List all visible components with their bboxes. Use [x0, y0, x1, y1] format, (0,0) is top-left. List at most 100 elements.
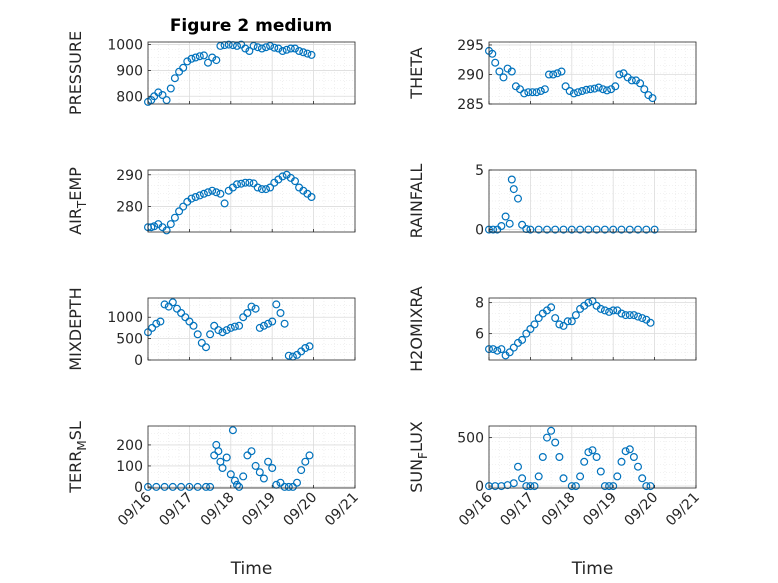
data-point	[507, 67, 516, 76]
data-point	[609, 306, 618, 315]
data-point	[197, 338, 206, 347]
data-point	[493, 346, 502, 355]
data-point	[166, 220, 175, 229]
data-point	[544, 70, 553, 79]
data-point	[216, 41, 225, 50]
data-point	[586, 85, 595, 94]
data-point	[210, 451, 219, 460]
data-point	[305, 342, 314, 351]
data-point	[509, 479, 518, 488]
data-point	[243, 451, 252, 460]
y-tick-label: 500	[457, 431, 484, 447]
data-point	[168, 298, 177, 307]
data-point	[220, 199, 229, 208]
data-point	[526, 482, 535, 491]
data-point	[580, 457, 589, 466]
x-tick-label: 09/18	[198, 490, 238, 530]
data-point	[183, 57, 192, 66]
y-tick-label: 500	[116, 332, 143, 348]
data-point	[224, 40, 233, 49]
data-point	[297, 466, 306, 475]
x-tick-label: 09/19	[239, 490, 279, 530]
subplot-pressure: 800 900 1000 PRESSURE	[66, 31, 356, 115]
data-point	[148, 323, 157, 332]
data-point	[609, 225, 618, 234]
data-point	[633, 312, 642, 321]
x-tick-label: 09/19	[580, 490, 620, 530]
data-point	[266, 41, 275, 50]
data-point	[160, 300, 169, 309]
x-tick-label: 09/20	[622, 490, 662, 530]
data-point	[291, 177, 300, 186]
data-point	[526, 325, 535, 334]
y-tick-label: 1000	[107, 310, 143, 326]
data-point	[561, 82, 570, 91]
data-point	[590, 84, 599, 93]
axes-frame	[147, 297, 356, 361]
data-point	[642, 225, 651, 234]
data-point	[160, 482, 169, 491]
data-point	[551, 314, 560, 323]
y-axis-label: H2OMIXRA	[407, 286, 426, 372]
data-point	[497, 345, 506, 354]
data-point	[638, 474, 647, 483]
y-tick-label: 800	[116, 89, 143, 105]
subplot-air_temp: 280 290 AIRTEMP	[66, 167, 356, 235]
data-point	[555, 320, 564, 329]
y-tick-label: 0	[475, 223, 484, 239]
data-point	[513, 194, 522, 203]
data-point	[288, 482, 297, 491]
x-tick-label: 09/17	[497, 490, 537, 530]
data-point	[208, 186, 217, 195]
data-point	[559, 321, 568, 330]
data-point	[282, 45, 291, 54]
data-point	[259, 321, 268, 330]
subplot-rainfall: 0 5 RAINFALL	[407, 163, 697, 239]
data-point	[518, 474, 527, 483]
data-point	[226, 470, 235, 479]
data-point	[584, 448, 593, 457]
data-point	[609, 482, 618, 491]
data-point	[262, 43, 271, 52]
subplot-h2omixra: 6 8 H2OMIXRA	[407, 286, 697, 372]
data-point	[600, 306, 609, 315]
data-point	[598, 85, 607, 94]
axes-frame	[147, 41, 356, 105]
y-axis-label: RAINFALL	[407, 164, 426, 239]
data-point	[596, 467, 605, 476]
data-point	[621, 447, 630, 456]
data-point	[241, 44, 250, 53]
data-point	[617, 225, 626, 234]
y-axis-label: AIRTEMP	[66, 167, 89, 235]
data-point	[522, 225, 531, 234]
data-point	[573, 88, 582, 97]
data-point	[605, 482, 614, 491]
data-point	[582, 85, 591, 94]
data-point	[255, 468, 264, 477]
data-point	[513, 462, 522, 471]
data-point	[204, 58, 213, 67]
y-axis-label: THETA	[407, 47, 426, 99]
data-point	[259, 474, 268, 483]
data-point	[600, 482, 609, 491]
y-axis-label: TERRMSL	[66, 421, 89, 494]
data-point	[195, 191, 204, 200]
data-point	[253, 43, 262, 52]
data-point	[547, 303, 556, 312]
y-axis-label: SUNFLUX	[407, 421, 430, 493]
data-point	[567, 482, 576, 491]
data-point	[249, 179, 258, 188]
data-point	[613, 472, 622, 481]
data-point	[272, 300, 281, 309]
data-point	[262, 185, 271, 194]
data-point	[540, 85, 549, 94]
data-point	[633, 225, 642, 234]
data-point	[185, 482, 194, 491]
data-point	[239, 313, 248, 322]
data-point	[534, 472, 543, 481]
data-point	[187, 194, 196, 203]
data-point	[202, 343, 211, 352]
data-point	[567, 317, 576, 326]
data-point	[251, 461, 260, 470]
data-point	[499, 73, 508, 82]
